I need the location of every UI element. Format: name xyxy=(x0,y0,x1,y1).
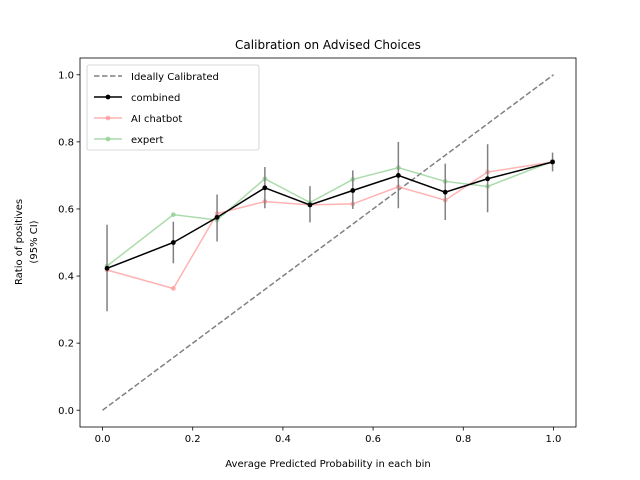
series-line-ideally-calibrated xyxy=(102,74,554,411)
plot-axes xyxy=(79,57,577,428)
legend-label-expert: expert xyxy=(131,135,164,146)
legend-marker-ai-chatbot xyxy=(105,115,111,121)
series-layer xyxy=(102,74,555,411)
point-ai-chatbot xyxy=(170,286,176,291)
point-combined xyxy=(395,173,401,178)
y-axis-label-line-2: (95% CI) xyxy=(29,220,40,263)
y-tick-label: 0.4 xyxy=(58,272,74,283)
point-combined xyxy=(442,189,448,195)
x-axis-label: Average Predicted Probability in each bi… xyxy=(225,459,430,470)
y-tick-label: 1.0 xyxy=(58,70,74,81)
x-tick-label: 0.2 xyxy=(185,434,201,445)
point-combined xyxy=(307,202,313,208)
point-combined xyxy=(550,159,555,165)
point-combined xyxy=(485,176,491,182)
y-tick-label: 0.2 xyxy=(58,339,74,350)
x-tick-label: 0.8 xyxy=(455,434,471,445)
point-combined xyxy=(262,185,268,191)
x-tick-label: 1.0 xyxy=(546,434,562,445)
tick-layer: 0.0 0.2 0.4 0.6 0.8 1.0 0.0 0.2 0.4 0.6 0.8 1.0 xyxy=(58,70,561,445)
legend-box xyxy=(86,64,260,151)
legend-marker-expert xyxy=(105,136,111,142)
point-combined xyxy=(104,265,110,271)
x-tick-label: 0.4 xyxy=(275,434,291,445)
legend-label-ideally-calibrated: Ideally Calibrated xyxy=(131,72,219,83)
series-line-expert xyxy=(106,160,553,267)
point-combined xyxy=(170,240,176,245)
y-axis-label-line-1: Ratio of positives xyxy=(14,199,25,285)
legend-label-combined: combined xyxy=(131,93,180,104)
y-tick-label: 0.6 xyxy=(58,205,74,216)
plot-frame xyxy=(79,57,577,428)
y-tick-label: 0.0 xyxy=(58,406,74,417)
point-combined xyxy=(214,214,220,220)
legend: Ideally Calibrated combined AI chatbot expe… xyxy=(86,64,260,151)
point-expert xyxy=(170,212,176,218)
x-tick-label: 0.0 xyxy=(95,434,111,445)
series-line-combined xyxy=(106,161,553,270)
legend-label-ai-chatbot: AI chatbot xyxy=(131,114,182,125)
point-combined xyxy=(350,188,356,193)
y-tick-label: 0.8 xyxy=(58,137,74,148)
x-tick-label: 0.6 xyxy=(365,434,381,445)
legend-marker-combined xyxy=(105,94,111,100)
chart-title: Calibration on Advised Choices xyxy=(235,38,421,52)
